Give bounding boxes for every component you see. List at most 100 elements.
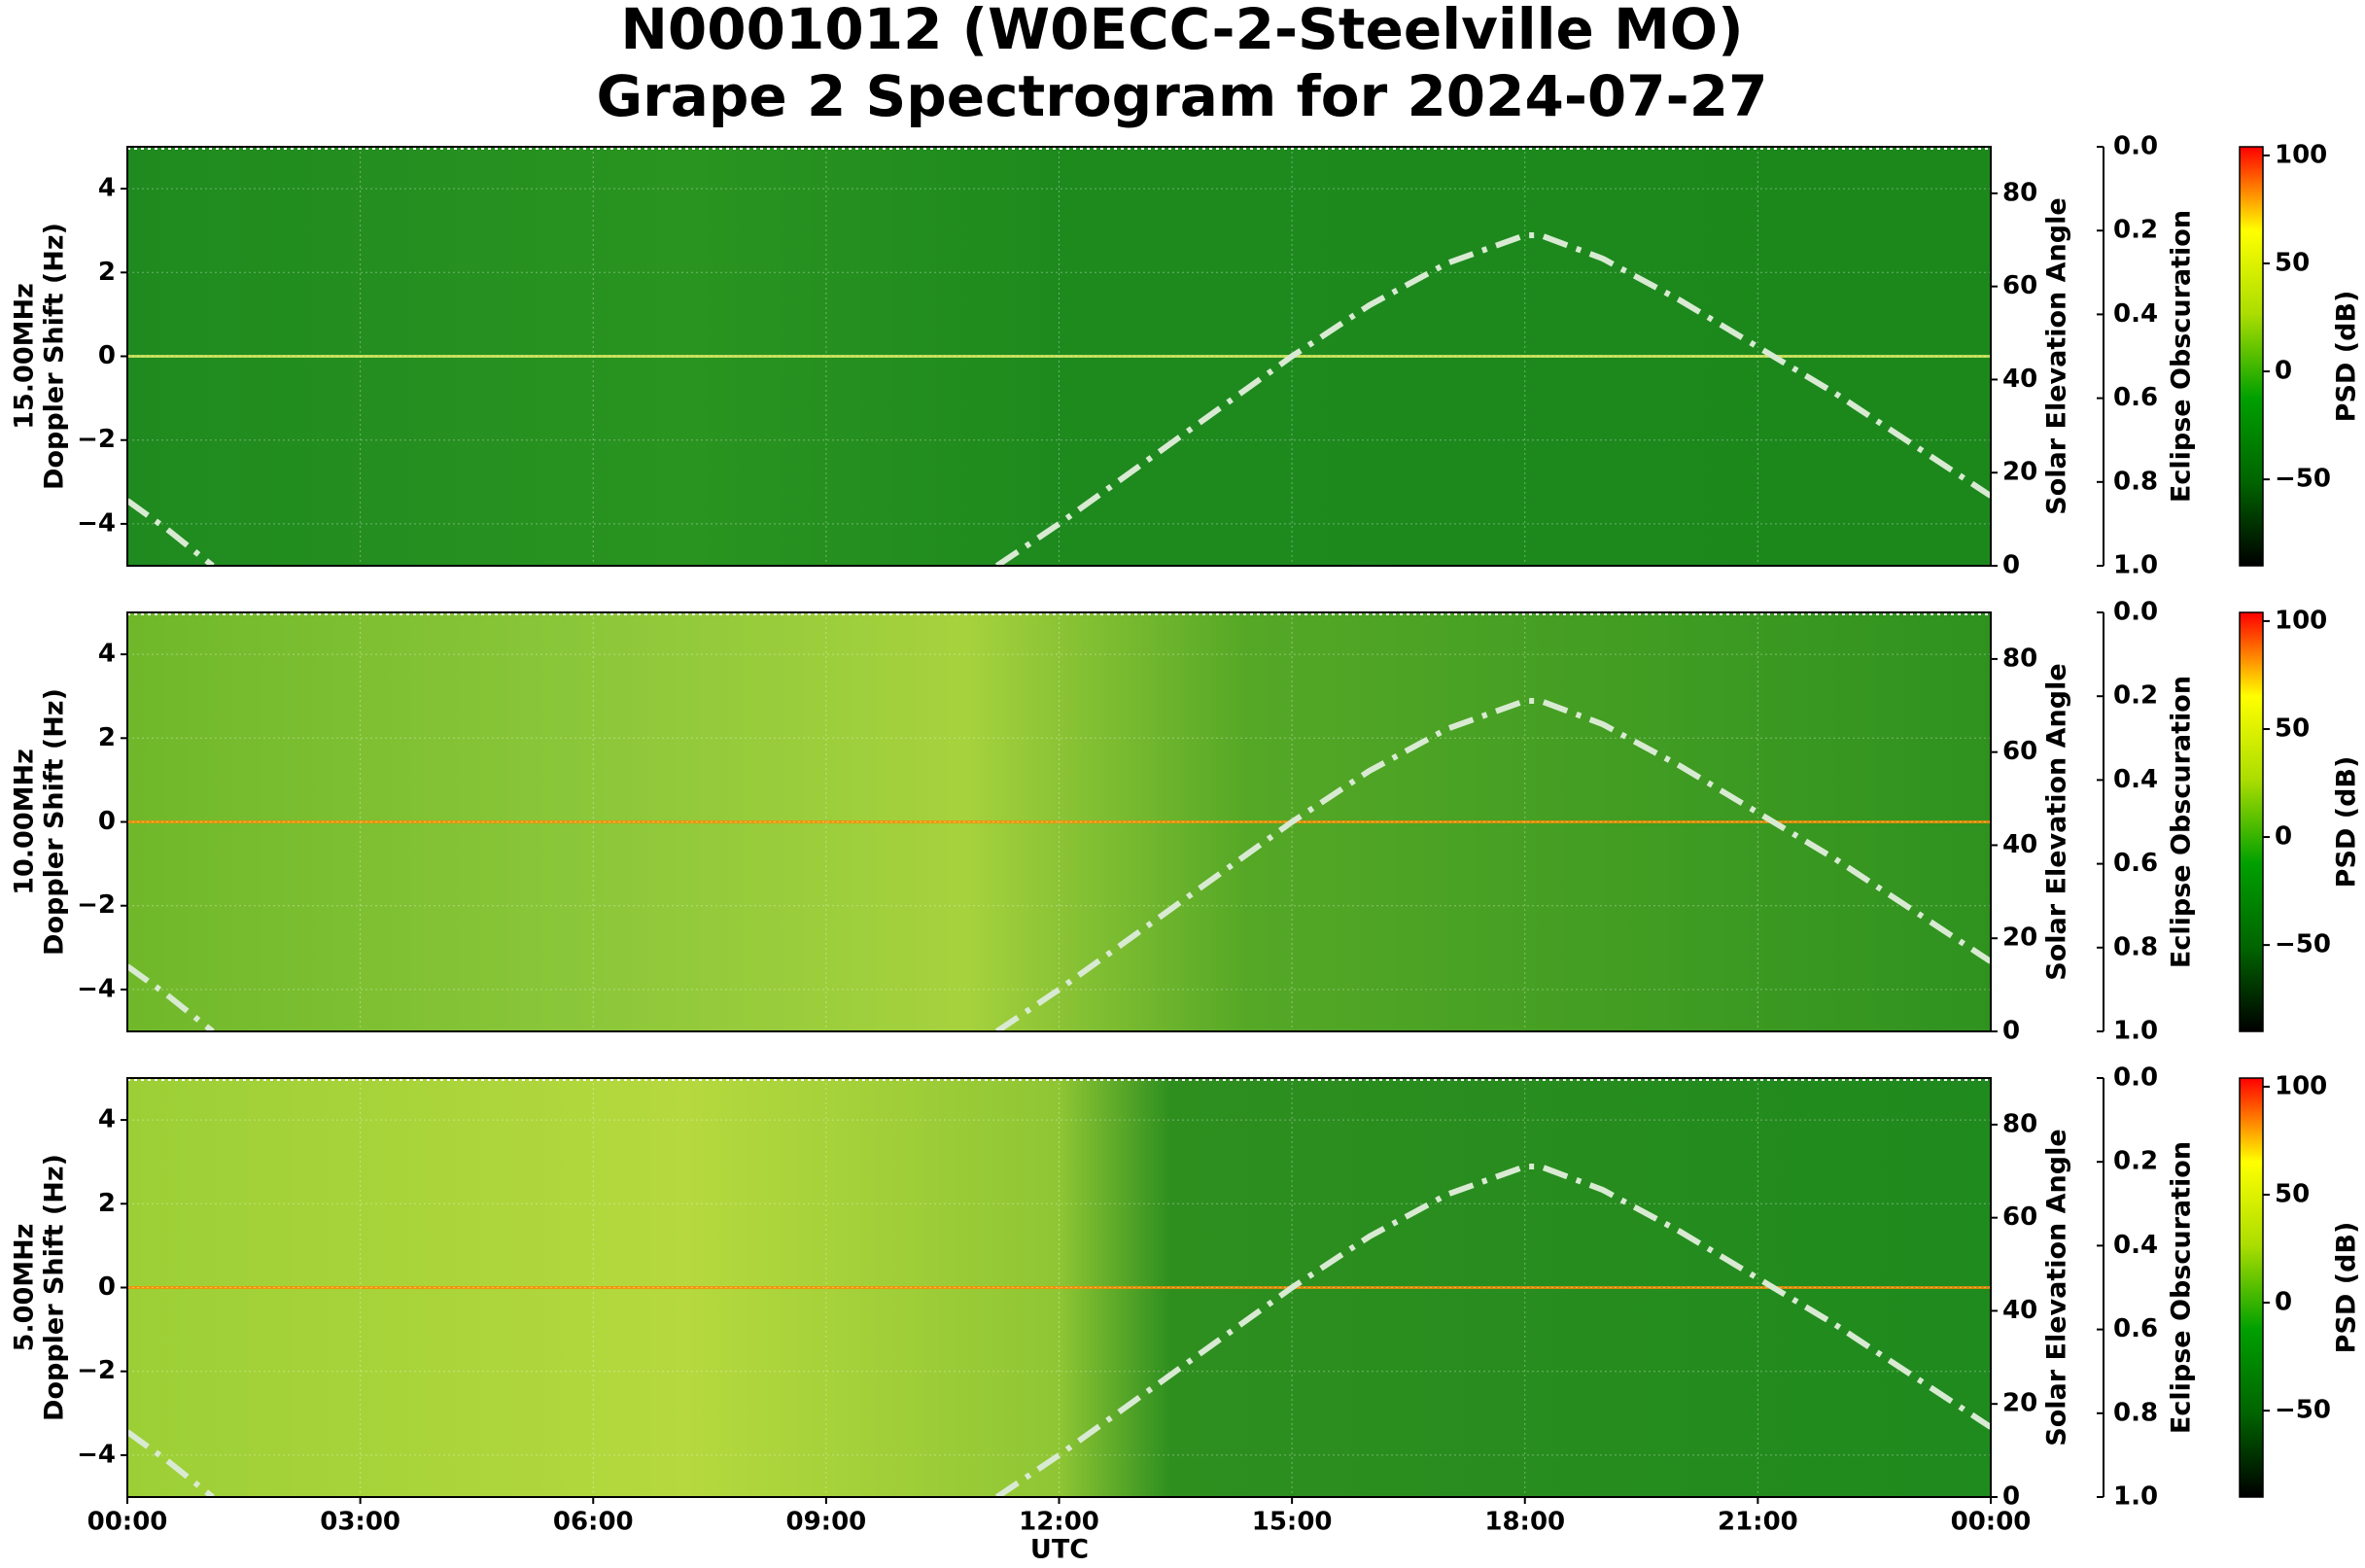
y-tick-label: −4 <box>77 974 116 1003</box>
y-axis-label: Doppler Shift (Hz) <box>40 688 70 956</box>
y3-tick-label: 0.4 <box>2113 299 2158 329</box>
colorbar-tick-label: −50 <box>2275 1396 2331 1425</box>
colorbar-tick-label: 100 <box>2275 606 2327 635</box>
y-tick-label: −2 <box>77 890 116 920</box>
y3-tick-label: 0.6 <box>2113 383 2158 412</box>
y-tick-label: 0 <box>98 341 116 370</box>
colorbar <box>2239 1077 2264 1498</box>
x-tick-label: 03:00 <box>320 1508 400 1537</box>
y3-axis-label: Eclipse Obscuration <box>2167 210 2197 503</box>
colorbar-tick-label: −50 <box>2275 465 2331 494</box>
y2-tick-label: 40 <box>2002 365 2037 394</box>
y2-axis-label: Solar Elevation Angle <box>2042 1129 2072 1446</box>
y2-tick-label: 40 <box>2002 830 2037 859</box>
y3-tick-label: 0.8 <box>2113 467 2158 496</box>
colorbar-label: PSD (dB) <box>2332 756 2362 889</box>
solar-elevation-line <box>127 963 215 1031</box>
y-axis-label: Doppler Shift (Hz) <box>40 1154 70 1421</box>
frequency-label: 5.00MHz <box>10 1224 40 1352</box>
solar-elevation-line <box>127 498 215 566</box>
y-tick-label: 0 <box>98 1272 116 1302</box>
y2-tick-label: 80 <box>2002 644 2037 673</box>
y3-tick-label: 0.2 <box>2113 681 2158 711</box>
y-tick-label: −2 <box>77 425 116 454</box>
y3-tick-label: 1.0 <box>2113 551 2158 580</box>
y2-axis-label: Solar Elevation Angle <box>2042 663 2072 980</box>
y3-tick-label: 0.0 <box>2113 598 2158 627</box>
y-tick-label: 2 <box>98 258 116 287</box>
colorbar-label: PSD (dB) <box>2332 291 2362 423</box>
y-tick-label: 2 <box>98 723 116 752</box>
y-tick-label: −2 <box>77 1356 116 1385</box>
colorbar-tick-label: 50 <box>2275 248 2310 277</box>
y2-tick-label: 0 <box>2002 1017 2020 1046</box>
x-axis-label: UTC <box>1030 1535 1089 1565</box>
y3-tick-label: 1.0 <box>2113 1482 2158 1512</box>
y-tick-label: −4 <box>77 1440 116 1469</box>
colorbar-label: PSD (dB) <box>2332 1222 2362 1354</box>
x-tick-label: 09:00 <box>785 1508 866 1537</box>
chart-title: N0001012 (W0ECC-2-Steelville MO) <box>620 0 1743 62</box>
frequency-label: 15.00MHz <box>10 283 40 430</box>
solar-elevation-line <box>994 1163 1991 1497</box>
colorbar-tick-label: 0 <box>2275 1288 2292 1317</box>
plot-frame <box>126 146 1992 567</box>
x-tick-label: 12:00 <box>1019 1508 1099 1537</box>
y2-tick-label: 20 <box>2002 923 2037 953</box>
y3-tick-label: 0.8 <box>2113 1398 2158 1427</box>
x-tick-label: 21:00 <box>1718 1508 1798 1537</box>
y3-tick-label: 0.6 <box>2113 849 2158 878</box>
y2-tick-label: 80 <box>2002 1109 2037 1138</box>
y2-tick-label: 60 <box>2002 271 2037 300</box>
solar-elevation-line <box>994 231 1991 566</box>
y-tick-label: 4 <box>98 174 116 203</box>
solar-elevation-line <box>994 697 1991 1031</box>
y2-tick-label: 0 <box>2002 1482 2020 1512</box>
y-tick-label: 4 <box>98 1105 116 1134</box>
y3-axis-label: Eclipse Obscuration <box>2167 676 2197 968</box>
colorbar-tick-label: 0 <box>2275 822 2292 852</box>
y3-tick-label: 0.6 <box>2113 1314 2158 1343</box>
y2-axis-label: Solar Elevation Angle <box>2042 197 2072 514</box>
y2-tick-label: 40 <box>2002 1296 2037 1325</box>
y-axis-label: Doppler Shift (Hz) <box>40 223 70 490</box>
solar-elevation-line <box>127 1429 215 1497</box>
y2-tick-label: 0 <box>2002 551 2020 580</box>
y3-tick-label: 0.8 <box>2113 932 2158 961</box>
y-tick-label: 0 <box>98 807 116 836</box>
y-tick-label: 2 <box>98 1189 116 1218</box>
y2-tick-label: 80 <box>2002 178 2037 207</box>
y2-tick-label: 60 <box>2002 1202 2037 1232</box>
colorbar-tick-label: −50 <box>2275 930 2331 959</box>
y-tick-label: 4 <box>98 640 116 669</box>
y2-tick-label: 20 <box>2002 1389 2037 1418</box>
colorbar-tick-label: 100 <box>2275 140 2327 169</box>
x-tick-label: 18:00 <box>1484 1508 1565 1537</box>
y3-axis-label: Eclipse Obscuration <box>2167 1141 2197 1434</box>
y3-tick-label: 0.2 <box>2113 216 2158 245</box>
y3-tick-label: 0.4 <box>2113 1231 2158 1260</box>
y3-tick-label: 0.0 <box>2113 1063 2158 1093</box>
x-tick-label: 15:00 <box>1252 1508 1333 1537</box>
y3-tick-label: 1.0 <box>2113 1017 2158 1046</box>
plot-frame <box>126 611 1992 1032</box>
colorbar-tick-label: 50 <box>2275 714 2310 743</box>
y2-tick-label: 20 <box>2002 458 2037 487</box>
x-tick-label: 06:00 <box>553 1508 634 1537</box>
x-tick-label: 00:00 <box>87 1508 168 1537</box>
colorbar <box>2239 611 2264 1032</box>
y3-tick-label: 0.2 <box>2113 1147 2158 1176</box>
x-tick-label: 00:00 <box>1951 1508 2032 1537</box>
y3-tick-label: 0.4 <box>2113 765 2158 794</box>
chart-subtitle: Grape 2 Spectrogram for 2024-07-27 <box>597 63 1768 129</box>
colorbar-tick-label: 100 <box>2275 1071 2327 1100</box>
colorbar <box>2239 146 2264 567</box>
y2-tick-label: 60 <box>2002 737 2037 766</box>
colorbar-tick-label: 0 <box>2275 357 2292 386</box>
y-tick-label: −4 <box>77 508 116 538</box>
y3-tick-label: 0.0 <box>2113 132 2158 161</box>
frequency-label: 10.00MHz <box>10 749 40 895</box>
colorbar-tick-label: 50 <box>2275 1179 2310 1208</box>
